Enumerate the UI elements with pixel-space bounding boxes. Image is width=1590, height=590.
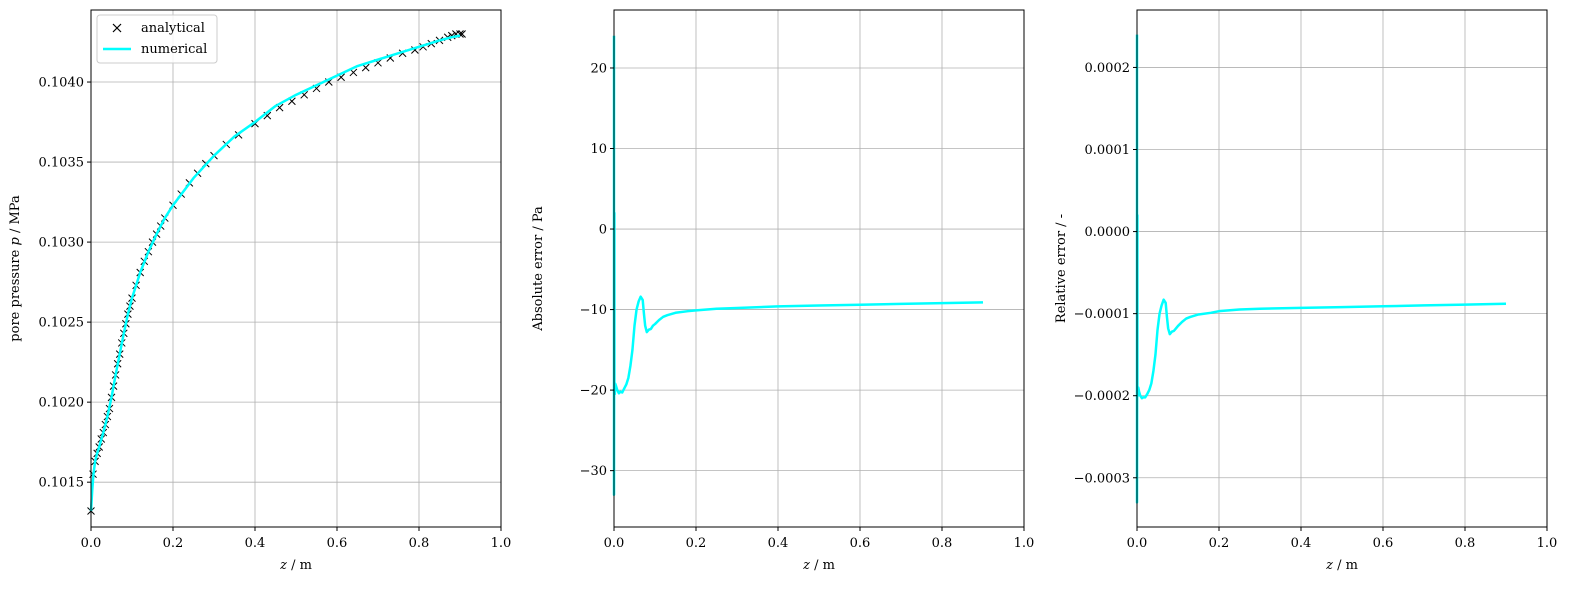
legend-analytical-label: analytical — [141, 21, 205, 36]
series-error-line — [612, 35, 984, 497]
x-tick-label: 1.0 — [1537, 536, 1558, 551]
y-tick-label: 0.0001 — [1085, 143, 1131, 158]
x-tick-label: 0.0 — [604, 536, 625, 551]
x-tick-labels: 0.0 0.2 0.4 0.6 0.8 1.0 — [604, 527, 1035, 551]
grid-lines — [613, 10, 1025, 527]
x-tick-label: 0.4 — [768, 536, 789, 551]
y-tick-label: −30 — [580, 464, 607, 479]
chart-relative-error: 0.0 0.2 0.4 0.6 0.8 1.0 −0.0003 −0.0002 −0.0001… — [1054, 9, 1558, 573]
series-error-line — [1135, 34, 1507, 504]
y-tick-label: −0.0001 — [1074, 307, 1130, 322]
y-tick-label: 0.1035 — [39, 156, 85, 171]
y-tick-label: 0.0000 — [1085, 225, 1131, 240]
y-tick-label: 0.1015 — [39, 476, 85, 491]
series-layer — [612, 35, 984, 497]
x-tick-label: 0.4 — [1291, 536, 1312, 551]
x-tick-label: 0.8 — [409, 536, 430, 551]
y-tick-label: 0.0002 — [1085, 61, 1131, 76]
y-tick-label: −0.0002 — [1074, 389, 1130, 404]
x-tick-label: 0.2 — [686, 536, 707, 551]
y-tick-labels: 0.1015 0.1020 0.1025 0.1030 0.1035 0.1040 — [39, 76, 91, 491]
x-tick-label: 1.0 — [1014, 536, 1035, 551]
legend-numerical-label: numerical — [141, 42, 207, 57]
x-tick-labels: 0.0 0.2 0.4 0.6 0.8 1.0 — [81, 527, 512, 551]
y-tick-label: 0 — [599, 223, 607, 238]
y-tick-label: 0.1020 — [39, 396, 85, 411]
x-axis-label: z / m — [1325, 558, 1358, 573]
x-tick-label: 0.2 — [1209, 536, 1230, 551]
y-tick-labels: −30 −20 −10 0 10 20 — [580, 61, 614, 479]
y-tick-label: −10 — [580, 303, 607, 318]
x-tick-label: 0.8 — [1455, 536, 1476, 551]
x-tick-label: 0.0 — [1127, 536, 1148, 551]
y-tick-label: 20 — [590, 61, 607, 76]
x-tick-label: 0.2 — [163, 536, 184, 551]
y-tick-label: 10 — [590, 142, 607, 157]
y-axis-label: Relative error / - — [1054, 214, 1069, 323]
legend: analytical numerical — [96, 14, 218, 64]
y-tick-label: 0.1030 — [39, 236, 85, 251]
x-tick-labels: 0.0 0.2 0.4 0.6 0.8 1.0 — [1127, 527, 1558, 551]
chart-pore-pressure: 0.0 0.2 0.4 0.6 0.8 1.0 0.10150.10200.10250.1… — [8, 9, 512, 573]
x-axis-label: z / m — [279, 558, 312, 573]
x-tick-label: 0.4 — [245, 536, 266, 551]
series-numerical — [89, 34, 461, 512]
y-tick-labels: −0.0003 −0.0002 −0.0001 0.0000 0.0001 0.0002 — [1074, 61, 1137, 486]
y-tick-label: −20 — [580, 384, 607, 399]
x-tick-label: 0.6 — [1373, 536, 1394, 551]
y-tick-label: −0.0003 — [1074, 471, 1130, 486]
y-axis-label: Absolute error / Pa — [531, 206, 546, 332]
series-layer — [1135, 34, 1507, 504]
y-tick-label: 0.1025 — [39, 316, 85, 331]
plot-frame — [1136, 9, 1548, 528]
x-tick-label: 0.0 — [81, 536, 102, 551]
x-tick-label: 0.6 — [327, 536, 348, 551]
legend-analytical-marker — [112, 23, 122, 33]
legend-box — [96, 14, 218, 64]
x-tick-label: 0.6 — [850, 536, 871, 551]
x-tick-label: 0.8 — [932, 536, 953, 551]
y-axis-label: pore pressure p / MPa — [8, 195, 23, 342]
y-tick-label: 0.1040 — [39, 76, 85, 91]
plot-frame — [90, 9, 502, 528]
x-axis-label: z / m — [802, 558, 835, 573]
plot-frame — [613, 9, 1025, 528]
x-tick-label: 1.0 — [491, 536, 512, 551]
